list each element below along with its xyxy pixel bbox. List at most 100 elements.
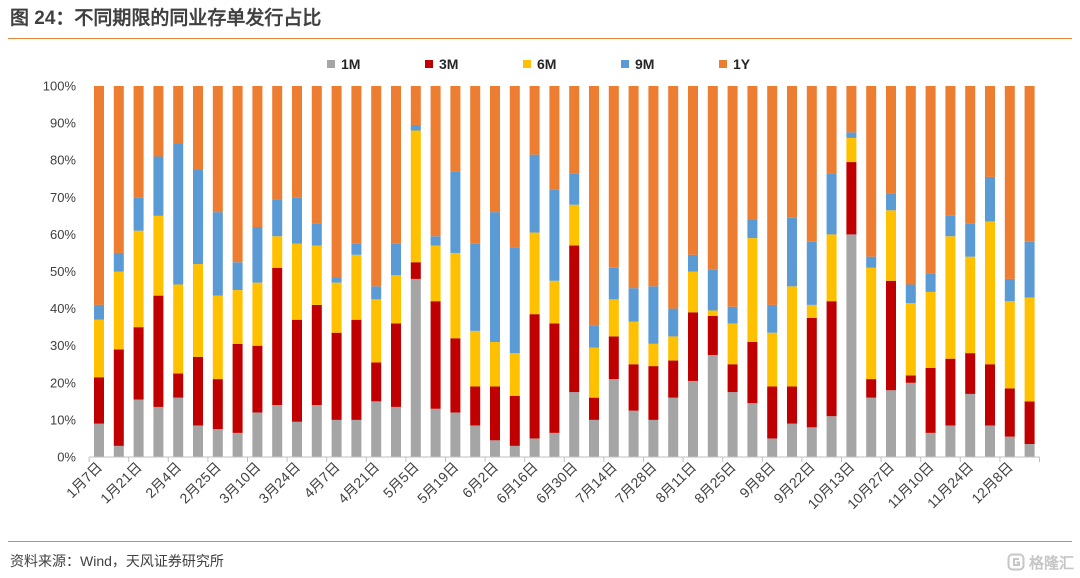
bar-segment-6M-27 [608,299,619,337]
bar-stack-37 [806,86,817,457]
bar-stack-23 [529,86,540,457]
legend-label-3M: 3M [439,56,458,72]
bar-segment-3M-7 [212,379,223,430]
bar-segment-9M-36 [787,217,797,287]
bar-segment-1M-24 [549,432,560,457]
x-tick-label: 6月16日 [493,459,541,507]
bar-segment-1M-16 [391,406,401,457]
bar-stack-22 [509,86,520,457]
bar-segment-3M-24 [549,323,560,433]
bar-segment-9M-43 [925,273,936,292]
bar-segment-6M-25 [569,204,580,246]
bar-segment-1M-35 [767,438,778,457]
bar-segment-1Y-13 [331,86,342,278]
bar-segment-1M-34 [747,403,758,457]
bar-segment-3M-47 [1004,388,1015,437]
x-tick-label: 1月21日 [97,459,145,507]
bar-segment-9M-32 [707,269,718,311]
bar-stack-34 [747,86,758,457]
bar-segment-9M-17 [410,124,421,131]
bar-segment-1M-11 [292,421,302,457]
bar-stack-45 [965,86,976,457]
bar-segment-3M-1 [94,377,104,424]
bar-segment-1M-42 [905,382,916,457]
bar-segment-3M-23 [529,314,540,439]
bar-stack-30 [668,86,679,457]
bar-segment-9M-42 [905,284,916,304]
bar-segment-3M-36 [787,386,797,424]
bar-segment-6M-1 [94,319,104,378]
bar-segment-1M-1 [94,423,104,457]
legend-swatch-9M [621,60,629,68]
bar-segment-1Y-41 [886,86,896,194]
bar-segment-6M-33 [727,323,738,365]
bar-segment-9M-26 [589,325,599,348]
bar-segment-1Y-15 [371,86,382,287]
bar-stack-20 [470,86,481,457]
y-tick-label: 0% [57,450,76,465]
bar-stack-41 [886,86,896,457]
bar-segment-1Y-17 [410,86,421,125]
bar-segment-9M-2 [113,252,124,272]
bar-segment-6M-40 [866,267,877,380]
bar-segment-6M-45 [965,256,976,354]
bar-stack-7 [212,86,223,457]
bar-segment-3M-44 [945,358,956,426]
y-tick-label: 80% [50,153,76,168]
bar-segment-6M-23 [529,232,540,315]
bar-segment-3M-42 [905,375,916,383]
watermark-text: 格隆汇 [1028,554,1074,572]
bar-segment-3M-29 [648,366,659,420]
bar-segment-3M-35 [767,386,778,439]
bar-segment-3M-19 [450,338,461,413]
bar-segment-6M-16 [391,275,401,324]
bar-segment-1Y-46 [985,86,995,177]
bar-stack-32 [707,86,718,457]
legend: 1M 3M 6M 9M 1Y [327,56,751,72]
bar-segment-9M-21 [490,212,500,342]
bar-stack-1 [94,86,104,457]
bar-segment-3M-20 [470,386,481,426]
bar-segment-9M-7 [212,212,223,296]
bar-segment-6M-46 [985,221,995,365]
legend-item-9M: 9M [621,56,654,72]
bar-stack-24 [549,86,560,457]
bar-segment-1Y-22 [509,86,520,248]
bar-segment-9M-31 [688,254,698,272]
title-divider [8,38,1072,39]
bar-segment-1M-9 [252,412,263,457]
bar-segment-6M-43 [925,291,936,368]
bar-segment-1M-18 [430,408,441,457]
bar-segment-3M-40 [866,379,877,398]
bar-segment-3M-12 [311,304,322,406]
bar-segment-6M-29 [648,343,659,367]
bar-stack-29 [648,86,659,457]
bar-segment-1M-22 [509,445,520,457]
bar-segment-6M-44 [945,236,956,359]
bar-segment-1M-6 [193,425,203,457]
bar-segment-3M-37 [806,317,817,428]
bar-stack-12 [311,86,322,457]
bar-segment-9M-35 [767,304,778,333]
y-tick-label: 30% [50,338,76,353]
bar-segment-1Y-47 [1004,86,1015,279]
bar-segment-6M-37 [806,304,817,318]
bar-segment-1M-8 [232,432,243,457]
bar-segment-9M-38 [826,173,837,235]
bar-segment-6M-12 [311,245,322,305]
bar-segment-9M-18 [430,236,441,246]
bar-segment-1M-46 [985,425,995,457]
bar-segment-6M-5 [173,284,184,374]
bar-segment-3M-46 [985,364,995,426]
bar-segment-3M-38 [826,301,837,417]
y-tick-label: 70% [50,190,76,205]
bar-segment-6M-15 [371,299,382,363]
bar-segment-9M-14 [351,243,362,255]
bar-segment-1Y-27 [608,86,619,268]
bar-stack-44 [945,86,956,457]
bar-segment-1Y-5 [173,86,184,144]
bar-segment-3M-8 [232,343,243,433]
bar-stack-48 [1024,86,1035,457]
bar-segment-1M-39 [846,234,857,457]
bar-segment-1M-43 [925,432,936,457]
